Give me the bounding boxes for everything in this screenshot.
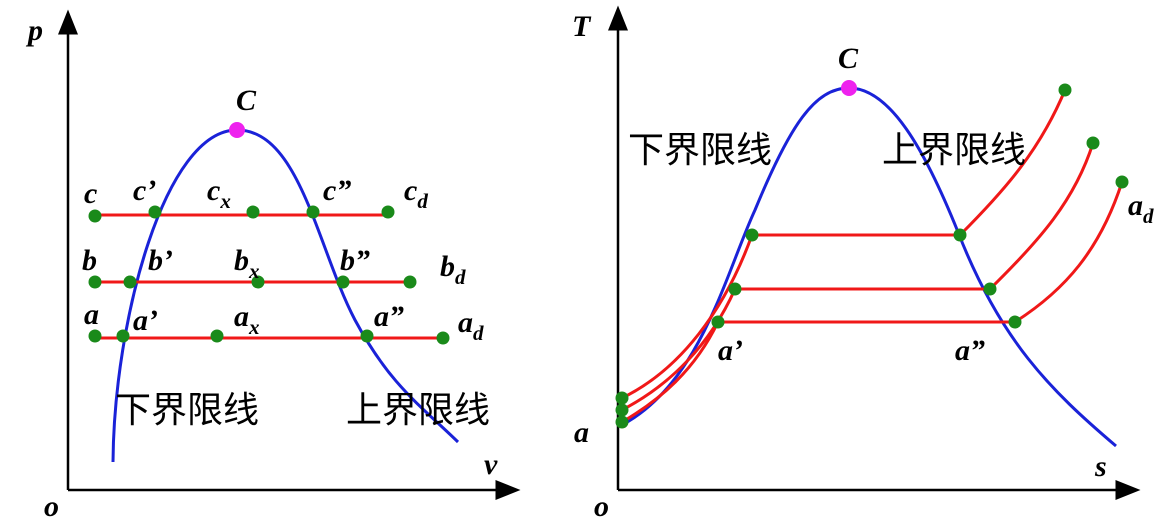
point-label-base: c (404, 174, 417, 207)
isobar (621, 288, 737, 412)
point-label-sub: x (248, 315, 260, 339)
point-label: ad (458, 306, 484, 345)
state-point (1008, 315, 1022, 329)
point-label: ad (1128, 189, 1154, 228)
critical-point (841, 80, 857, 96)
point-label-base: c (84, 177, 97, 210)
point-label-base: b (234, 244, 249, 277)
state-point (123, 275, 137, 289)
point-label: c (84, 177, 97, 210)
axis-label: v (484, 448, 498, 481)
critical-label: C (236, 84, 257, 117)
point-label: a (84, 298, 99, 331)
axis-label: s (1094, 450, 1107, 483)
state-point (88, 275, 102, 289)
point-label-sub: d (1143, 204, 1154, 228)
state-point (210, 329, 224, 343)
point-label-base: b (440, 250, 455, 283)
state-point (711, 315, 725, 329)
state-point (983, 282, 997, 296)
state-point (381, 205, 395, 219)
point-label-sub: d (455, 265, 466, 289)
origin-label: o (44, 490, 59, 523)
point-label: b (82, 244, 97, 277)
state-point (336, 275, 350, 289)
point-label-sub: d (417, 189, 428, 213)
point-label-base: a (574, 416, 589, 449)
state-point (615, 403, 629, 417)
point-label: a” (955, 334, 985, 367)
point-label-base: c’ (133, 174, 156, 207)
point-label-base: b (82, 244, 97, 277)
point-label-base: a’ (718, 334, 743, 367)
point-label: bd (440, 250, 466, 289)
point-label-base: a’ (133, 304, 158, 337)
state-point (615, 415, 629, 429)
boundary-label: 上界限线 (882, 130, 1026, 171)
state-point (148, 205, 162, 219)
state-point (246, 205, 260, 219)
axis-label: p (25, 14, 43, 47)
critical-point (229, 122, 245, 138)
point-label: a’ (718, 334, 743, 367)
point-label: b” (340, 244, 370, 277)
state-point (403, 275, 417, 289)
point-label-base: a (458, 306, 473, 339)
isobar (621, 321, 720, 424)
point-label-base: c (207, 174, 220, 207)
point-label-base: a (234, 300, 249, 333)
point-label-base: b’ (148, 244, 173, 277)
point-label: cd (404, 174, 428, 213)
isobar (1014, 181, 1124, 324)
isobar (621, 234, 754, 400)
state-point (1058, 83, 1072, 97)
state-point (745, 228, 759, 242)
point-label: bx (234, 244, 260, 283)
point-label-base: a” (955, 334, 985, 367)
point-label-sub: d (473, 321, 484, 345)
state-point (728, 282, 742, 296)
state-point (1086, 136, 1100, 150)
point-label-base: a (1128, 189, 1143, 222)
point-label-base: c” (323, 174, 351, 207)
point-label-base: b” (340, 244, 370, 277)
boundary-label: 上界限线 (346, 390, 490, 431)
state-point (306, 205, 320, 219)
point-label: a (574, 416, 589, 449)
point-label: b’ (148, 244, 173, 277)
state-point (1115, 175, 1129, 189)
point-label-base: a” (374, 300, 404, 333)
state-point (88, 209, 102, 223)
point-label-sub: x (219, 189, 231, 213)
state-point (360, 329, 374, 343)
state-point (436, 331, 450, 345)
state-point (251, 275, 265, 289)
point-label: cx (207, 174, 231, 213)
point-label: a” (374, 300, 404, 333)
origin-label: o (594, 490, 609, 523)
isobar (988, 142, 1095, 291)
point-label: a’ (133, 304, 158, 337)
state-point (953, 228, 967, 242)
critical-label: C (838, 42, 859, 75)
state-point (615, 391, 629, 405)
isobar (958, 89, 1067, 237)
state-point (88, 329, 102, 343)
point-label: c” (323, 174, 351, 207)
state-point (116, 329, 130, 343)
point-label: c’ (133, 174, 156, 207)
boundary-label: 下界限线 (115, 390, 259, 431)
point-label-base: a (84, 298, 99, 331)
axis-label: T (572, 10, 592, 43)
boundary-label: 下界限线 (628, 130, 772, 171)
point-label: ax (234, 300, 260, 339)
point-label-sub: x (248, 259, 260, 283)
